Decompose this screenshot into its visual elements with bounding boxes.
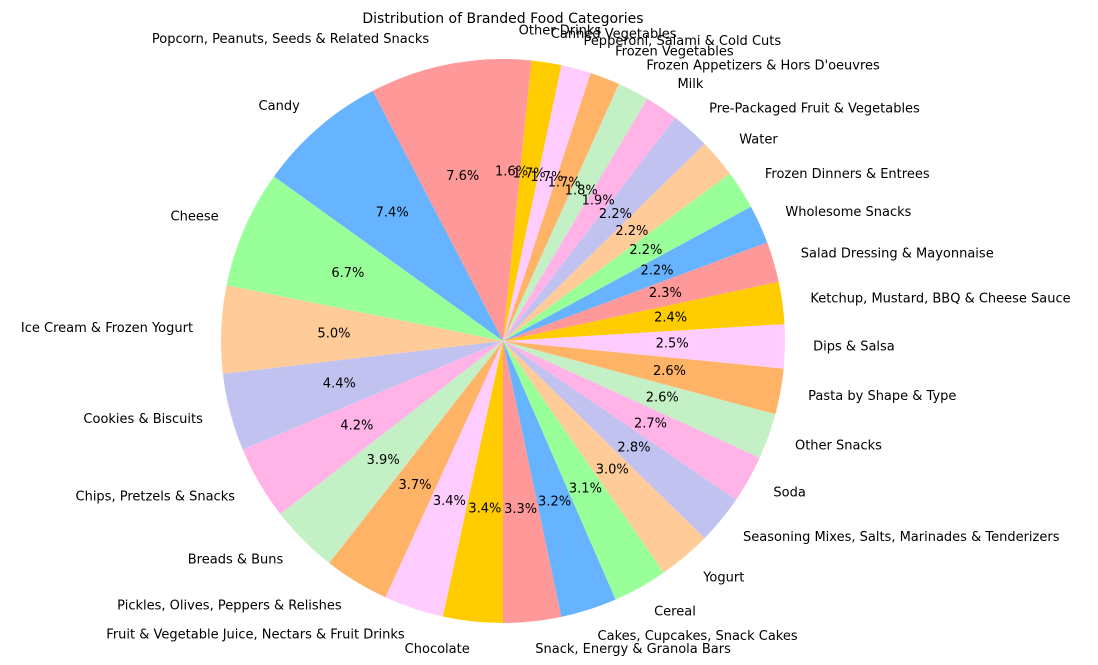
pie-slice-breads-buns [280,341,503,564]
slice-label-other-snacks: Other Snacks [795,438,882,453]
pie-slice-frozen-vegetables [503,72,619,341]
percent-label-pre-packaged-fruit-vegetables: 2.2% [599,207,632,222]
pie-slice-frozen-appetizers-hors-d-oeuvres [503,83,648,341]
pie-slice-wholesome-snacks [503,206,768,341]
slice-label-salad-dressing-mayonnaise: Salad Dressing & Mayonnaise [801,246,994,261]
pie-slice-frozen-dinners-entrees [503,173,751,341]
slice-label-other-drinks: Other Drinks [519,24,602,39]
pie-slice-cereal [503,341,664,600]
slice-label-cheese: Cheese [171,210,219,225]
slice-label-yogurt: Yogurt [702,570,744,585]
pie-slice-snack-energy-granola-bars [503,341,562,623]
pie-slice-pasta-by-shape-type [503,341,784,415]
pie-slice-candy [273,90,503,341]
pie-slice-other-snacks [503,341,776,458]
slice-label-cookies-biscuits: Cookies & Biscuits [83,412,203,427]
percent-label-cakes-cupcakes-snack-cakes: 3.2% [538,495,571,510]
percent-label-pickles-olives-peppers-relishes: 3.7% [399,478,432,493]
slice-label-frozen-dinners-entrees: Frozen Dinners & Entrees [765,167,930,182]
slice-label-dips-salsa: Dips & Salsa [813,339,895,354]
pie-slice-fruit-vegetable-juice-nectars-fruit-drinks [385,341,503,617]
chart-title: Distribution of Branded Food Categories [362,11,643,27]
slice-labels: Popcorn, Peanuts, Seeds & Related Snacks… [21,24,1071,657]
slice-label-chocolate: Chocolate [405,642,470,657]
slice-label-water: Water [739,133,778,148]
percent-label-seasoning-mixes-salts-marinades-tenderizers: 2.8% [617,441,650,456]
slice-label-ketchup-mustard-bbq-cheese-sauce: Ketchup, Mustard, BBQ & Cheese Sauce [810,291,1070,306]
pie-slice-yogurt [503,341,705,573]
pie-slice-ketchup-mustard-bbq-cheese-sauce [503,281,785,341]
percent-label-soda: 2.7% [634,416,667,431]
slice-label-canned-vegetables: Canned Vegetables [551,27,677,42]
percent-label-other-snacks: 2.6% [646,391,679,406]
percent-label-frozen-vegetables: 1.7% [548,176,581,191]
pie-slice-milk [503,98,676,342]
percent-label-ice-cream-frozen-yogurt: 5.0% [317,327,350,342]
pie-slice-pickles-olives-peppers-relishes [329,341,503,598]
pie-slice-cakes-cupcakes-snack-cakes [503,341,616,617]
pie-slice-cheese [226,176,503,341]
pie-slice-water [503,143,730,341]
percent-labels: 7.6%7.4%6.7%5.0%4.4%4.2%3.9%3.7%3.4%3.4%… [317,165,688,517]
pie-slice-pre-packaged-fruit-vegetables [503,117,705,341]
percent-label-pasta-by-shape-type: 2.6% [653,364,686,379]
pie-slice-cookies-biscuits [222,341,503,450]
slice-label-cakes-cupcakes-snack-cakes: Cakes, Cupcakes, Snack Cakes [598,629,798,644]
pie-slice-soda [503,341,760,500]
percent-label-ketchup-mustard-bbq-cheese-sauce: 2.4% [654,311,687,326]
slice-label-soda: Soda [773,485,805,500]
percent-label-wholesome-snacks: 2.2% [641,263,674,278]
slice-label-candy: Candy [259,99,301,114]
slice-label-frozen-vegetables: Frozen Vegetables [615,44,734,59]
percent-label-snack-energy-granola-bars: 3.3% [504,502,537,517]
slice-label-breads-buns: Breads & Buns [188,552,284,567]
slice-label-pepperoni-salami-cold-cuts: Pepperoni, Salami & Cold Cuts [583,34,781,49]
pie-slice-dips-salsa [503,324,785,369]
percent-label-cereal: 3.1% [569,481,602,496]
slice-label-pasta-by-shape-type: Pasta by Shape & Type [808,389,956,404]
pie-slice-popcorn-peanuts-seeds-related-snacks [372,59,503,341]
percent-label-yogurt: 3.0% [596,463,629,478]
pie-slice-seasoning-mixes-salts-marinades-tenderizers [503,341,737,539]
percent-label-chocolate: 3.4% [468,502,501,517]
percent-label-cookies-biscuits: 4.4% [323,376,356,391]
slice-label-milk: Milk [677,77,703,92]
percent-label-water: 2.2% [615,224,648,239]
percent-label-chips-pretzels-snacks: 4.2% [340,419,373,434]
percent-label-breads-buns: 3.9% [367,453,400,468]
slice-label-seasoning-mixes-salts-marinades-tenderizers: Seasoning Mixes, Salts, Marinades & Tend… [743,530,1060,545]
percent-label-salad-dressing-mayonnaise: 2.3% [649,286,682,301]
pie-slice-other-drinks [503,59,532,341]
percent-label-canned-vegetables: 1.7% [513,166,546,181]
pie-slice-pepperoni-salami-cold-cuts [503,65,591,341]
slice-label-frozen-appetizers-hors-d-oeuvres: Frozen Appetizers & Hors D'oeuvres [646,58,880,73]
percent-label-fruit-vegetable-juice-nectars-fruit-drinks: 3.4% [433,494,466,509]
percent-label-milk: 1.9% [582,194,615,209]
percent-label-candy: 7.4% [376,206,409,221]
slice-label-fruit-vegetable-juice-nectars-fruit-drinks: Fruit & Vegetable Juice, Nectars & Fruit… [106,628,405,643]
percent-label-pepperoni-salami-cold-cuts: 1.7% [530,170,563,185]
slice-label-cereal: Cereal [654,604,696,619]
slice-label-pre-packaged-fruit-vegetables: Pre-Packaged Fruit & Vegetables [709,102,920,117]
percent-label-other-drinks: 1.6% [495,165,528,180]
percent-label-cheese: 6.7% [331,266,364,281]
pie-slice-salad-dressing-mayonnaise [503,242,779,341]
pie-slice-chocolate [442,341,503,623]
slice-label-chips-pretzels-snacks: Chips, Pretzels & Snacks [76,490,236,505]
pie-slice-ice-cream-frozen-yogurt [221,285,503,374]
percent-label-frozen-appetizers-hors-d-oeuvres: 1.8% [565,183,598,198]
percent-label-frozen-dinners-entrees: 2.2% [629,243,662,258]
slice-label-popcorn-peanuts-seeds-related-snacks: Popcorn, Peanuts, Seeds & Related Snacks [152,32,430,47]
percent-label-popcorn-peanuts-seeds-related-snacks: 7.6% [446,169,479,184]
pie-slice-chips-pretzels-snacks [242,341,503,515]
percent-label-dips-salsa: 2.5% [656,337,689,352]
slice-label-ice-cream-frozen-yogurt: Ice Cream & Frozen Yogurt [21,321,193,336]
slice-label-pickles-olives-peppers-relishes: Pickles, Olives, Peppers & Relishes [117,598,342,613]
pie-slice-canned-vegetables [503,60,562,341]
slice-label-snack-energy-granola-bars: Snack, Energy & Granola Bars [535,642,731,657]
pie-slices [221,59,785,623]
slice-label-wholesome-snacks: Wholesome Snacks [785,205,911,220]
